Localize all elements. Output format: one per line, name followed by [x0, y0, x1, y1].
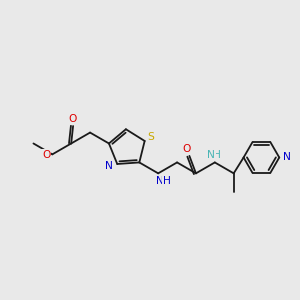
Text: O: O [182, 144, 190, 154]
Text: S: S [147, 132, 154, 142]
Text: H: H [163, 176, 171, 186]
Text: N: N [156, 176, 164, 186]
Text: N: N [105, 161, 113, 171]
Text: H: H [213, 149, 221, 160]
Text: O: O [42, 150, 51, 161]
Text: N: N [207, 149, 215, 160]
Text: O: O [68, 114, 76, 124]
Text: N: N [283, 152, 291, 163]
